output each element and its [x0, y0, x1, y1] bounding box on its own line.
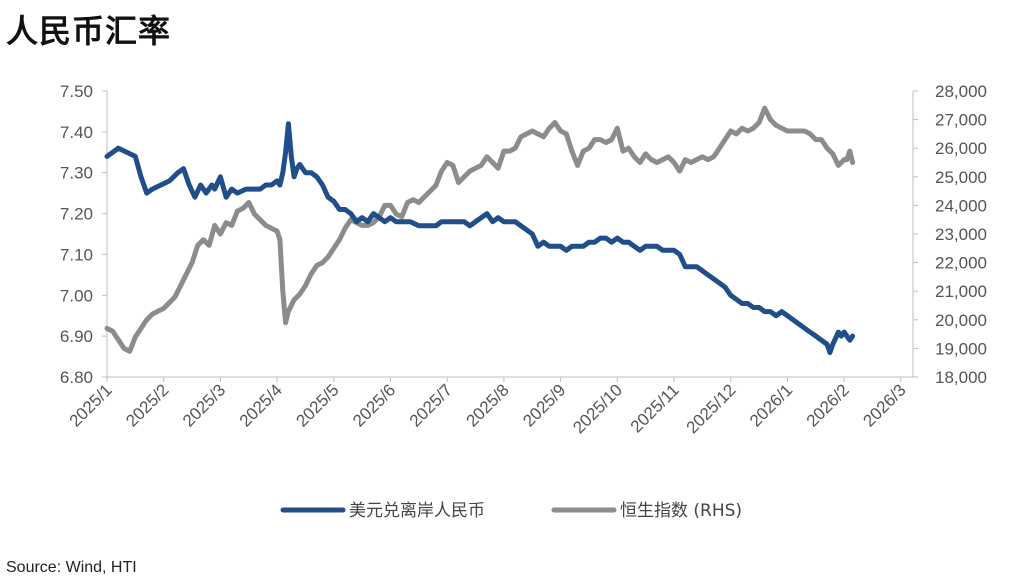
x-tick-label: 2025/10 [569, 380, 626, 437]
y-left-tick-label: 7.20 [60, 205, 93, 224]
y-right-tick-label: 19,000 [935, 339, 987, 358]
y-right-tick-label: 25,000 [935, 168, 987, 187]
y-left-tick-label: 6.90 [60, 327, 93, 346]
legend-label-hang-seng: 恒生指数 (RHS) [620, 501, 742, 521]
x-tick-label: 2025/6 [349, 380, 399, 430]
x-tick-label: 2026/2 [803, 380, 853, 430]
x-tick-label: 2025/3 [179, 380, 229, 430]
x-tick-label: 2025/1 [66, 380, 116, 430]
y-right-tick-label: 23,000 [935, 225, 987, 244]
chart-title: 人民币汇率 [6, 12, 172, 50]
y-left-tick-label: 7.10 [60, 245, 93, 264]
y-right-tick-label: 21,000 [935, 282, 987, 301]
x-tick-label: 2025/11 [627, 380, 683, 436]
y-right-tick-label: 18,000 [935, 368, 987, 387]
x-tick-label: 2026/3 [859, 380, 909, 430]
y-left-tick-label: 7.00 [60, 286, 93, 305]
y-left-tick-label: 6.80 [60, 368, 93, 387]
x-tick-label: 2025/8 [463, 380, 513, 430]
y-right-tick-label: 26,000 [935, 139, 987, 158]
x-tick-label: 2025/9 [519, 380, 569, 430]
y-right-tick-label: 27,000 [935, 111, 987, 130]
legend-label-usd-cnh: 美元兑离岸人民币 [349, 501, 485, 521]
x-tick-label: 2025/4 [236, 380, 286, 430]
series-line-usd-cnh [104, 121, 856, 355]
x-tick-label: 2025/12 [683, 380, 740, 437]
x-tick-label: 2026/1 [746, 380, 796, 430]
chart-series-lines [104, 105, 856, 355]
series-line-hang-seng [104, 105, 856, 354]
x-tick-label: 2025/5 [292, 380, 342, 430]
x-tick-label: 2025/7 [406, 380, 456, 430]
y-left-tick-label: 7.50 [60, 82, 93, 101]
y-right-tick-label: 20,000 [935, 311, 987, 330]
y-left-tick-label: 7.40 [60, 123, 93, 142]
y-right-tick-label: 22,000 [935, 254, 987, 273]
y-left-tick-label: 7.30 [60, 164, 93, 183]
y-right-tick-label: 28,000 [935, 82, 987, 101]
x-tick-label: 2025/2 [122, 380, 172, 430]
source-note: Source: Wind, HTI [6, 559, 137, 576]
chart-legend: 美元兑离岸人民币 恒生指数 (RHS) [280, 501, 742, 521]
y-right-tick-label: 24,000 [935, 196, 987, 215]
